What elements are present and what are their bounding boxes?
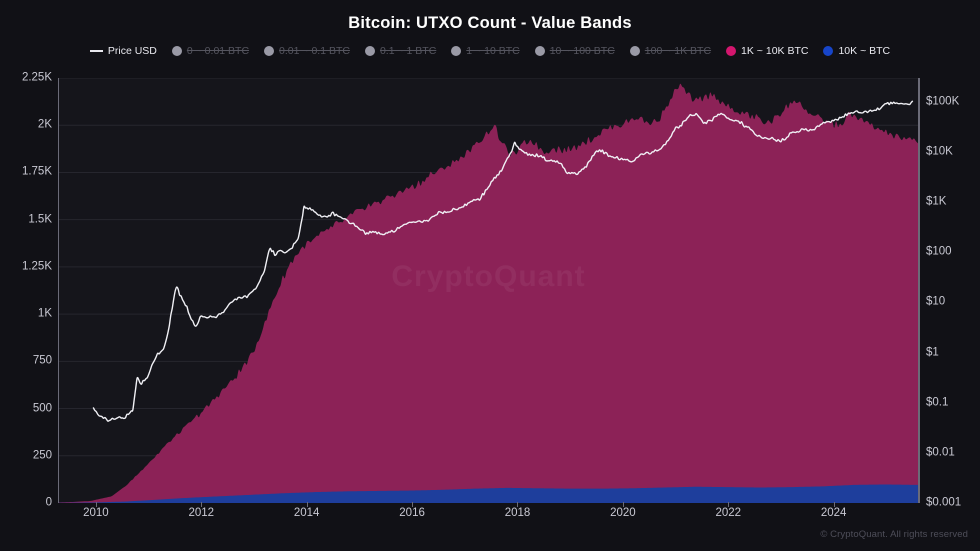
legend-item-label: 0.1 ~ 1 BTC (379, 45, 437, 57)
legend-item-3[interactable]: 0.1 ~ 1 BTC (364, 45, 437, 57)
legend-dot-icon (726, 46, 737, 57)
x-axis-tick-mark (412, 502, 414, 507)
x-axis-tick-mark (201, 502, 203, 507)
line-series-price-usd (92, 100, 914, 422)
x-axis-tick-label: 2022 (715, 507, 742, 519)
legend-item-2[interactable]: 0.01 ~ 0.1 BTC (264, 46, 350, 57)
legend-dot-icon (629, 46, 640, 57)
x-axis-tick-label: 2024 (820, 507, 847, 519)
area-series-10k-btc (59, 484, 918, 503)
legend-item-label: 10 ~ 100 BTC (549, 45, 615, 57)
legend-item-label: 100 ~ 1K BTC (644, 45, 712, 57)
legend-line-icon (89, 50, 103, 53)
x-axis-tick-label: 2012 (188, 507, 215, 519)
right-axis-tick-label: $0.1 (926, 395, 949, 408)
area-series-1k-10k-btc (59, 83, 918, 503)
left-axis-tick-label: 1.25K (21, 260, 52, 273)
right-axis-ticks: $0.001 $0.01 $0.1 $1 $10 $100 $1K $10K $100K (926, 78, 980, 508)
left-axis-tick-label: 0 (45, 496, 52, 509)
x-axis-tick-mark (833, 502, 835, 507)
right-axis-tick-label: $10K (926, 145, 953, 158)
x-axis-tick-mark (95, 502, 97, 507)
copyright-notice: © CryptoQuant. All rights reserved (820, 529, 968, 540)
left-axis-spine (58, 78, 60, 503)
legend-item-5[interactable]: 10 ~ 100 BTC (534, 45, 615, 57)
right-axis-tick-label: $100 (926, 245, 952, 258)
legend-dot-icon (264, 46, 275, 57)
right-axis-tick-label: $100K (926, 95, 960, 108)
legend-item-1[interactable]: 0 ~ 0.01 BTC (171, 45, 250, 57)
x-axis-tick-label: 2020 (610, 507, 636, 519)
left-axis-tick-label: 2K (37, 118, 52, 131)
page-title: Bitcoin: UTXO Count - Value Bands (348, 14, 632, 32)
legend-item-label: 1 ~ 10 BTC (466, 45, 520, 57)
legend-item-0[interactable]: Price USD (89, 45, 157, 57)
left-axis-tick-label: 2.25K (21, 71, 52, 84)
left-axis-tick-label: 1K (37, 307, 52, 320)
chart-legend[interactable]: Price USD 0 ~ 0.01 BTC 0.01 ~ 0.1 BTC 0.1 ~… (0, 46, 980, 57)
legend-item-label: 0 ~ 0.01 BTC (186, 45, 250, 57)
x-axis-tick-mark (622, 502, 624, 507)
legend-dot-icon (171, 46, 182, 57)
legend-item-label: 0.01 ~ 0.1 BTC (279, 45, 350, 57)
x-axis-tick-label: 2018 (504, 507, 531, 519)
right-axis-tick-label: $10 (926, 295, 946, 308)
x-axis-tick-label: 2016 (399, 507, 425, 519)
left-axis-tick-label: 750 (32, 354, 52, 367)
legend-item-4[interactable]: 1 ~ 10 BTC (451, 45, 520, 57)
legend-item-label: 10K ~ BTC (838, 45, 891, 57)
legend-dot-icon (823, 46, 834, 57)
legend-item-label: Price USD (107, 45, 157, 57)
x-axis-ticks: 2010 2012 2014 2016 2018 2020 2022 2024 (59, 502, 918, 528)
legend-dot-icon (534, 46, 545, 57)
x-axis-tick-mark (517, 502, 519, 507)
left-axis-ticks: 0 250 500 750 1K 1.25K 1.5K 1.75K 2K 2.25K (0, 72, 52, 508)
legend-item-7[interactable]: 1K ~ 10K BTC (726, 46, 808, 57)
right-axis-tick-label: $0.001 (926, 496, 962, 509)
right-axis-tick-label: $1 (926, 345, 939, 358)
plot-area[interactable]: CryptoQuant (59, 78, 918, 503)
left-axis-tick-label: 500 (32, 401, 52, 414)
left-axis-tick-label: 1.5K (28, 212, 52, 225)
x-axis-tick-label: 2010 (83, 507, 109, 519)
x-axis-tick-mark (306, 502, 308, 507)
left-axis-tick-label: 1.75K (21, 165, 52, 178)
legend-item-8[interactable]: 10K ~ BTC (823, 46, 890, 57)
legend-dot-icon (451, 46, 462, 57)
legend-dot-icon (364, 46, 375, 57)
right-axis-tick-label: $1K (926, 195, 947, 208)
legend-item-6[interactable]: 100 ~ 1K BTC (629, 45, 712, 57)
left-axis-tick-label: 250 (32, 449, 52, 462)
x-axis-tick-label: 2014 (293, 507, 320, 519)
legend-item-label: 1K ~ 10K BTC (741, 45, 809, 57)
right-axis-tick-label: $0.01 (926, 446, 955, 459)
right-axis-spine (918, 78, 920, 503)
x-axis-tick-mark (728, 502, 730, 507)
chart-canvas (59, 78, 918, 503)
